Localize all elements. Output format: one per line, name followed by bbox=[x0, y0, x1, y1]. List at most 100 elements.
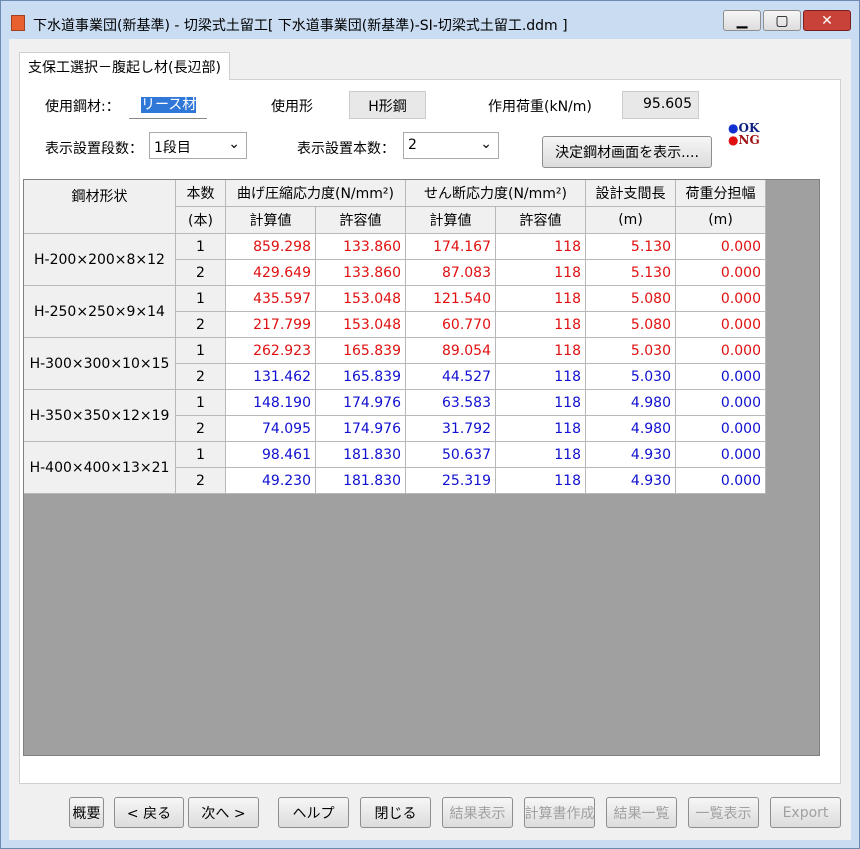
value-cell: 118 bbox=[496, 416, 586, 442]
footer-button[interactable]: 閉じる bbox=[360, 797, 431, 828]
maximize-button[interactable]: ▢ bbox=[763, 10, 801, 31]
footer-button: 一覧表示 bbox=[688, 797, 759, 828]
value-cell: 0.000 bbox=[676, 442, 766, 468]
shape-cell: H-250×250×9×14 bbox=[24, 286, 176, 338]
count-cell: 2 bbox=[176, 468, 226, 494]
value-cell: 118 bbox=[496, 234, 586, 260]
value-cell: 25.319 bbox=[406, 468, 496, 494]
close-button[interactable]: ✕ bbox=[803, 10, 851, 31]
count-cell: 1 bbox=[176, 286, 226, 312]
value-cell: 4.930 bbox=[586, 468, 676, 494]
value: 2 bbox=[408, 137, 417, 153]
footer-button[interactable]: 概要 bbox=[69, 797, 104, 828]
header: 本数 bbox=[176, 180, 226, 207]
text: NG bbox=[738, 133, 760, 147]
value-cell: 89.054 bbox=[406, 338, 496, 364]
value-cell: 133.860 bbox=[316, 260, 406, 286]
value-cell: 44.527 bbox=[406, 364, 496, 390]
header: (本) bbox=[176, 207, 226, 234]
value-cell: 60.770 bbox=[406, 312, 496, 338]
header: 計算値 bbox=[226, 207, 316, 234]
value-cell: 133.860 bbox=[316, 234, 406, 260]
header: 鋼材形状 bbox=[24, 180, 176, 234]
steel-field[interactable]: リース材 bbox=[129, 91, 207, 119]
value-cell: 121.540 bbox=[406, 286, 496, 312]
value-cell: 174.976 bbox=[316, 390, 406, 416]
value-cell: 0.000 bbox=[676, 260, 766, 286]
value-cell: 74.095 bbox=[226, 416, 316, 442]
footer-button: Export bbox=[770, 797, 841, 828]
value-cell: 0.000 bbox=[676, 468, 766, 494]
label: 使用形 bbox=[271, 99, 313, 115]
value-cell: 5.080 bbox=[586, 286, 676, 312]
value-cell: 165.839 bbox=[316, 338, 406, 364]
value-cell: 87.083 bbox=[406, 260, 496, 286]
value-cell: 0.000 bbox=[676, 286, 766, 312]
value-cell: 118 bbox=[496, 260, 586, 286]
value-cell: 5.030 bbox=[586, 338, 676, 364]
value-cell: 4.930 bbox=[586, 442, 676, 468]
load-field: 95.605 bbox=[622, 91, 699, 119]
shape-cell: H-200×200×8×12 bbox=[24, 234, 176, 286]
result-grid: 鋼材形状 本数 (本) 曲げ圧縮応力度(N/mm²) 計算値 許容値 せん断応力度(N/mm… bbox=[23, 179, 820, 756]
count-cell: 2 bbox=[176, 312, 226, 338]
value-cell: 50.637 bbox=[406, 442, 496, 468]
value-cell: 153.048 bbox=[316, 286, 406, 312]
shape-cell: H-300×300×10×15 bbox=[24, 338, 176, 390]
header: (m) bbox=[586, 207, 676, 234]
value-cell: 118 bbox=[496, 390, 586, 416]
label: 作用荷重(kN/m) bbox=[488, 99, 592, 115]
value-cell: 118 bbox=[496, 312, 586, 338]
value-cell: 118 bbox=[496, 364, 586, 390]
footer-button: 結果表示 bbox=[442, 797, 513, 828]
footer-button[interactable]: 次へ > bbox=[188, 797, 259, 828]
value-cell: 174.976 bbox=[316, 416, 406, 442]
legend: ●OK ●NG bbox=[728, 122, 768, 150]
count-cell: 1 bbox=[176, 234, 226, 260]
value-cell: 118 bbox=[496, 338, 586, 364]
app-icon bbox=[11, 15, 25, 31]
value-cell: 5.130 bbox=[586, 260, 676, 286]
label: 表示設置本数： bbox=[297, 141, 395, 157]
count-cell: 2 bbox=[176, 260, 226, 286]
header: 曲げ圧縮応力度(N/mm²) bbox=[226, 180, 406, 207]
header: 許容値 bbox=[496, 207, 586, 234]
value-cell: 181.830 bbox=[316, 468, 406, 494]
header: 許容値 bbox=[316, 207, 406, 234]
count-cell: 2 bbox=[176, 364, 226, 390]
header: 設計支間長 bbox=[586, 180, 676, 207]
stage-select[interactable]: 1段目 ⌄ bbox=[149, 132, 247, 159]
tab[interactable]: 支保工選択－腹起し材(長辺部) bbox=[19, 52, 230, 80]
minimize-button[interactable]: ▁ bbox=[723, 10, 761, 31]
value-cell: 174.167 bbox=[406, 234, 496, 260]
count-cell: 1 bbox=[176, 390, 226, 416]
value-cell: 165.839 bbox=[316, 364, 406, 390]
footer-button[interactable]: < 戻る bbox=[114, 797, 184, 828]
legend-ok: ●OK bbox=[728, 121, 760, 135]
value-cell: 217.799 bbox=[226, 312, 316, 338]
value-cell: 4.980 bbox=[586, 416, 676, 442]
header: 荷重分担幅 bbox=[676, 180, 766, 207]
value-cell: 0.000 bbox=[676, 364, 766, 390]
footer-button: 計算書作成 bbox=[524, 797, 595, 828]
value-cell: 435.597 bbox=[226, 286, 316, 312]
value-cell: 0.000 bbox=[676, 416, 766, 442]
footer-button[interactable]: ヘルプ bbox=[278, 797, 349, 828]
value: 1段目 bbox=[154, 140, 191, 156]
value-cell: 0.000 bbox=[676, 338, 766, 364]
value-cell: 429.649 bbox=[226, 260, 316, 286]
value-cell: 148.190 bbox=[226, 390, 316, 416]
count-cell: 2 bbox=[176, 416, 226, 442]
value-cell: 0.000 bbox=[676, 312, 766, 338]
show-button[interactable]: 決定鋼材画面を表示.... bbox=[542, 136, 712, 168]
value-cell: 153.048 bbox=[316, 312, 406, 338]
count-select[interactable]: 2 ⌄ bbox=[403, 132, 499, 159]
label: 表示設置段数： bbox=[45, 141, 143, 157]
shape-cell: H-400×400×13×21 bbox=[24, 442, 176, 494]
count-cell: 1 bbox=[176, 442, 226, 468]
count-cell: 1 bbox=[176, 338, 226, 364]
value-cell: 5.030 bbox=[586, 364, 676, 390]
value-cell: 49.230 bbox=[226, 468, 316, 494]
value-cell: 118 bbox=[496, 468, 586, 494]
